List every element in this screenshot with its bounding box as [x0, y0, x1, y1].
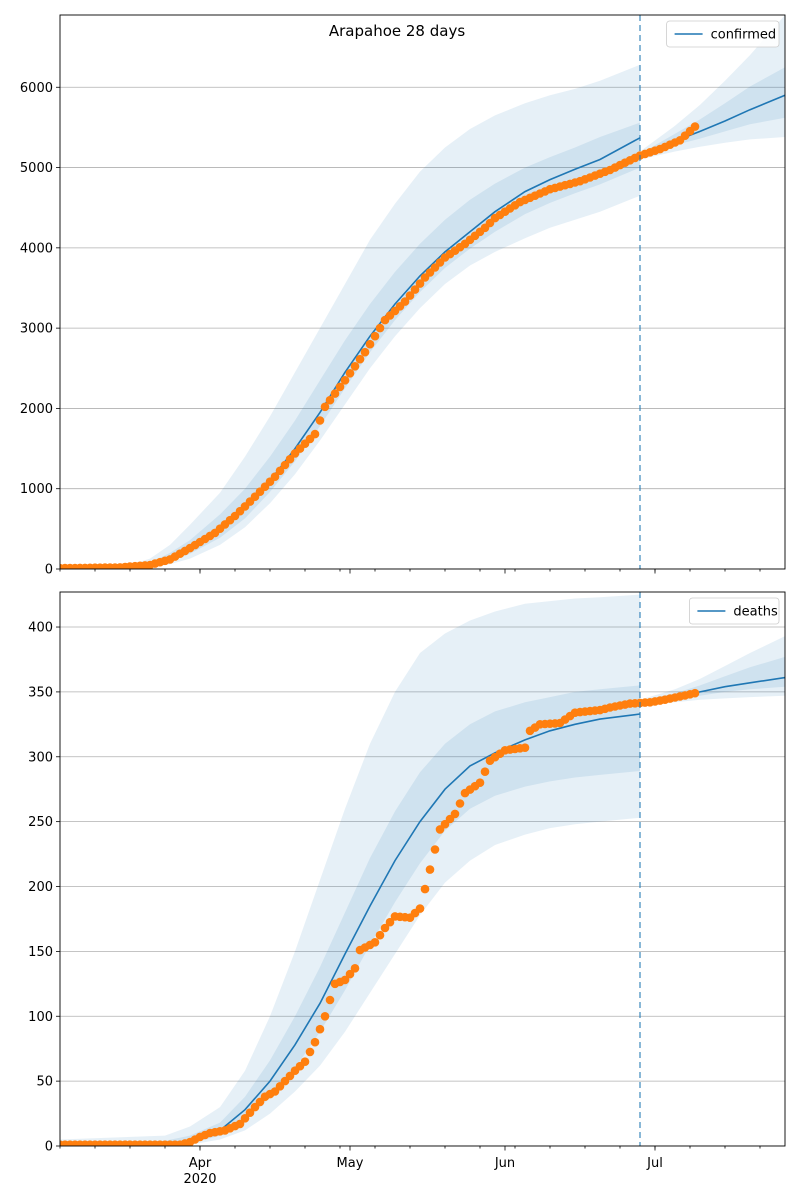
observed-point [320, 402, 330, 412]
observed-point [355, 354, 365, 364]
observed-point [420, 884, 430, 894]
observed-point [240, 1114, 250, 1123]
observed-point [360, 347, 370, 357]
band-outer [60, 594, 640, 1146]
y-tick-label: 150 [28, 945, 53, 960]
x-tick-label: Apr [189, 1156, 212, 1171]
observed-point [350, 964, 360, 973]
legend-box [666, 20, 780, 48]
forecast-band-inner [640, 656, 785, 704]
observed-point [375, 930, 385, 940]
y-tick-label: 100 [28, 1010, 53, 1025]
observed-point [315, 1024, 325, 1034]
observed-point [280, 460, 290, 470]
observed-point [690, 688, 700, 698]
y-tick-label: 3000 [20, 322, 53, 337]
observed-point [340, 376, 350, 385]
x-tick-label: May [337, 1156, 364, 1171]
observed-point [365, 339, 375, 349]
observed-point [430, 845, 440, 854]
observed-point [340, 975, 350, 985]
observed-point [455, 799, 465, 808]
forecast-band-inner [640, 67, 785, 158]
y-tick-label: 2000 [20, 402, 53, 417]
y-tick-label: 1000 [20, 482, 53, 497]
observed-point [400, 297, 410, 306]
legend-label: confirmed [711, 28, 777, 43]
plot-area [60, 15, 785, 569]
y-tick-label: 0 [45, 563, 53, 578]
axes-frame [59, 14, 786, 570]
forecast-band-outer [640, 636, 785, 705]
y-tick-label: 200 [28, 880, 53, 895]
legend: deaths [689, 597, 780, 625]
observed-point [310, 1037, 320, 1047]
band-inner [60, 685, 640, 1146]
y-tick-label: 4000 [20, 241, 53, 256]
legend-box [689, 597, 780, 625]
observed-point [415, 904, 425, 913]
observed-point [335, 382, 345, 392]
y-tick-label: 350 [28, 685, 53, 700]
observed-point [480, 767, 490, 776]
observed-point [325, 395, 335, 405]
observed-point [345, 969, 355, 979]
observed-point [245, 1108, 255, 1117]
observed-point [285, 454, 295, 464]
observed-series [60, 122, 700, 569]
band-inner [60, 122, 640, 569]
observed-point [315, 416, 325, 425]
y-tick-label: 50 [36, 1075, 53, 1090]
observed-point [450, 809, 460, 819]
forecast-band-outer [640, 15, 785, 160]
legend: confirmed [666, 20, 780, 48]
y-tick-label: 6000 [20, 81, 53, 96]
observed-point [415, 279, 425, 288]
y-tick-label: 0 [45, 1140, 53, 1155]
observed-point [350, 362, 360, 371]
y-tick-label: 5000 [20, 161, 53, 176]
observed-point [370, 938, 380, 947]
observed-point [690, 122, 700, 131]
observed-point [405, 291, 415, 300]
y-tick-label: 400 [28, 621, 53, 636]
observed-point [320, 1012, 330, 1021]
plot-area [60, 594, 785, 1146]
axes-frame [59, 591, 786, 1147]
observed-point [270, 472, 280, 482]
x-tick-sublabel: 2020 [183, 1172, 216, 1187]
observed-point [380, 923, 390, 933]
observed-point [410, 285, 420, 294]
confirmed-panel: 0 1000 2000 3000 4000 5000 6000 confirmed [20, 14, 786, 578]
observed-point [520, 743, 530, 752]
observed-point [345, 369, 355, 378]
legend-label: deaths [733, 605, 778, 620]
observed-point [385, 917, 395, 927]
observed-point [275, 466, 285, 476]
observed-point [310, 429, 320, 439]
observed-point [425, 865, 435, 874]
band-outer [60, 64, 640, 569]
y-tick-label: 250 [28, 815, 53, 830]
observed-point [475, 778, 485, 787]
observed-point [370, 331, 380, 341]
figure-title: Arapahoe 28 days [329, 22, 465, 40]
observed-series [60, 688, 700, 1146]
observed-point [330, 389, 340, 398]
y-tick-label: 300 [28, 750, 53, 765]
observed-point [305, 1047, 315, 1057]
observed-point [300, 1057, 310, 1066]
observed-point [375, 323, 385, 333]
observed-point [325, 995, 335, 1005]
x-tick-label: Jul [646, 1156, 663, 1171]
observed-point [235, 1119, 245, 1129]
x-tick-label: Jun [494, 1156, 515, 1171]
